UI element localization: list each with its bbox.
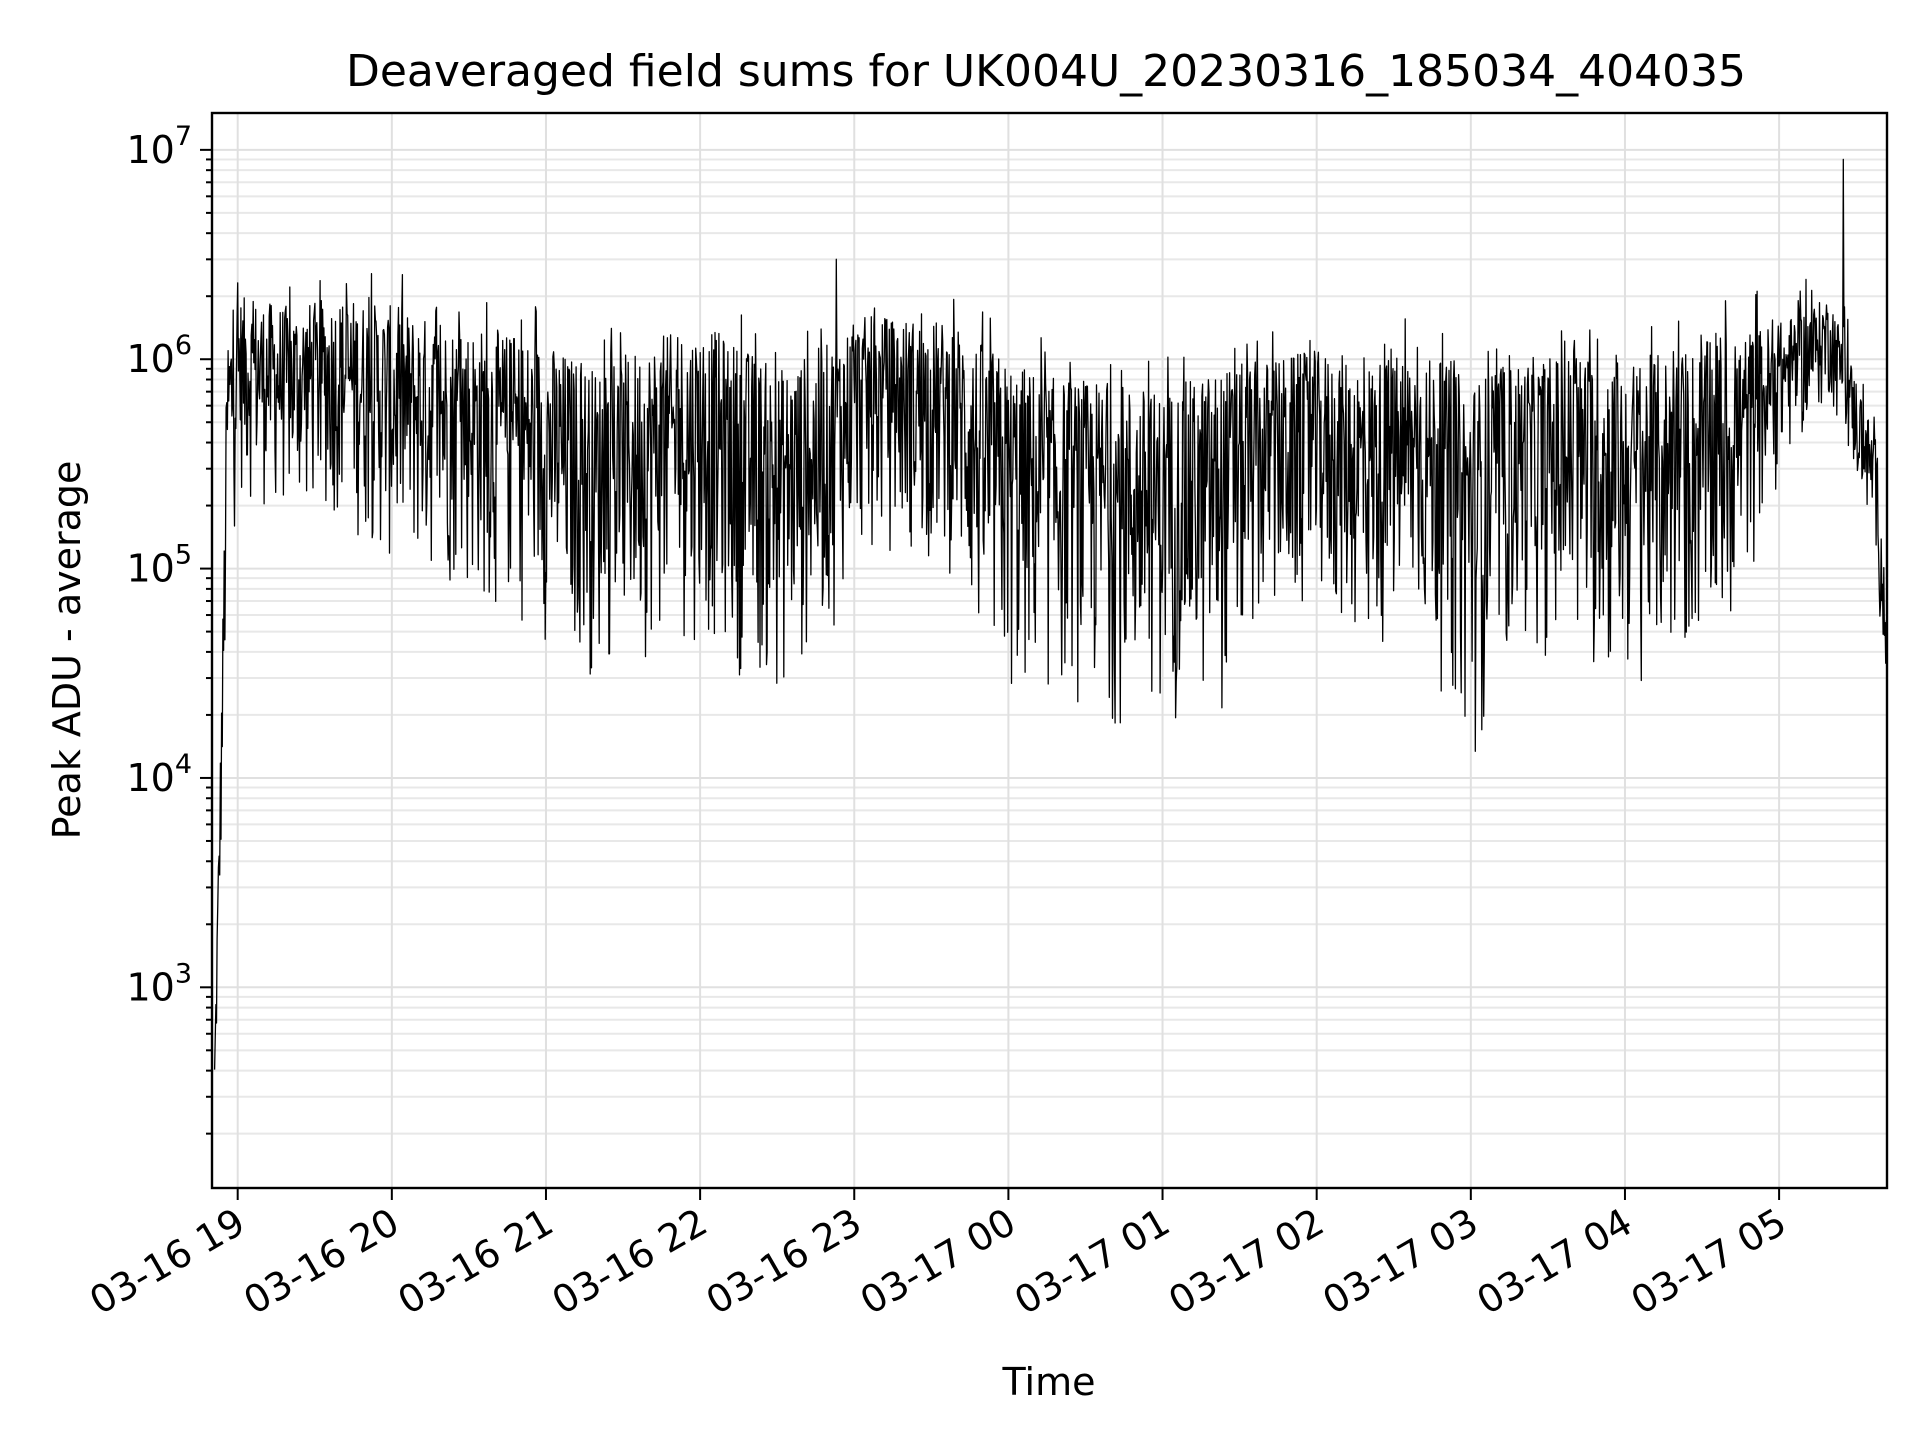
plot-frame	[210, 111, 1889, 1190]
x-axis-label: Time	[1002, 1360, 1096, 1404]
chart-title: Deaveraged field sums for UK004U_2023031…	[346, 46, 1746, 97]
series-line	[213, 158, 1888, 1070]
y-axis-label: Peak ADU - average	[45, 461, 89, 840]
y-tick-label: 105	[126, 540, 192, 591]
y-tick-label: 106	[126, 330, 192, 381]
y-tick-label: 107	[126, 121, 192, 172]
data-series	[213, 158, 1888, 1070]
y-tick-label: 103	[126, 958, 192, 1009]
y-tick-label: 104	[126, 749, 192, 800]
